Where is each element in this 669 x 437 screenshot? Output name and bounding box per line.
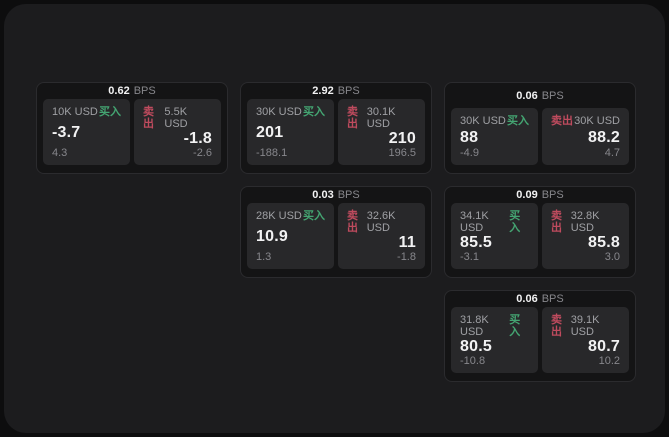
sell-size: 32.6K USD [366,210,396,234]
quote-body: 10K USD 买入 -3.7 4.3 卖出 5.5K USD -1.8 -2.… [43,99,221,165]
bps-unit-label: BPS [133,85,156,97]
bps-header: 0.06 BPS [451,83,629,108]
bps-value: 0.09 [516,189,538,201]
sell-delta: -1.8 [397,251,416,263]
bps-value: 0.06 [516,293,538,305]
buy-size: 31.8K USD [460,314,489,338]
quote-card: 0.62 BPS 10K USD 买入 -3.7 4.3 卖出 5.5K USD [36,82,228,174]
sell-tile[interactable]: 卖出 5.5K USD -1.8 -2.6 [134,99,221,165]
sell-size: 39.1K USD [570,314,600,338]
buy-price: 10.9 [256,228,288,245]
buy-tile[interactable]: 30K USD 买入 201 -188.1 [247,99,334,165]
sell-tile[interactable]: 卖出 30K USD 88.2 4.7 [542,108,629,165]
buy-tile[interactable]: 34.1K USD 买入 85.5 -3.1 [451,203,538,269]
buy-price: 88 [460,128,479,146]
sell-price: 11 [398,234,416,251]
app-window: 0.62 BPS 10K USD 买入 -3.7 4.3 卖出 5.5K USD [4,4,665,433]
sell-price: 85.8 [588,234,620,251]
buy-size: 28K USD [256,210,302,222]
buy-tag: 买入 [509,210,521,234]
sell-size: 32.8K USD [570,210,600,234]
bps-unit-label: BPS [337,189,360,201]
sell-tile[interactable]: 卖出 39.1K USD 80.7 10.2 [542,307,629,373]
quote-card: 0.03 BPS 28K USD 买入 10.9 1.3 卖出 32.6K US… [240,186,432,278]
buy-tag: 买入 [509,314,521,338]
buy-delta: -3.1 [460,251,479,263]
buy-delta: -10.8 [460,355,486,367]
buy-tile[interactable]: 30K USD 买入 88 -4.9 [451,108,538,165]
quote-body: 34.1K USD 买入 85.5 -3.1 卖出 32.8K USD 85.8… [451,203,629,269]
buy-tag: 买入 [303,210,325,222]
buy-size: 30K USD [460,115,506,127]
bps-header: 2.92 BPS [247,83,425,99]
buy-price: -3.7 [52,124,81,141]
buy-delta: -4.9 [460,147,479,159]
quote-card: 0.09 BPS 34.1K USD 买入 85.5 -3.1 卖出 32.8K… [444,186,636,278]
quote-card: 0.06 BPS 30K USD 买入 88 -4.9 卖出 30K USD [444,82,636,174]
buy-size: 34.1K USD [460,210,489,234]
buy-delta: 4.3 [52,147,68,159]
sell-tag: 卖出 [347,210,358,234]
sell-delta: 196.5 [388,147,416,159]
quote-card: 2.92 BPS 30K USD 买入 201 -188.1 卖出 30.1K … [240,82,432,174]
sell-tile[interactable]: 卖出 30.1K USD 210 196.5 [338,99,425,165]
buy-tag: 买入 [303,106,325,118]
sell-tile[interactable]: 卖出 32.8K USD 85.8 3.0 [542,203,629,269]
buy-tile[interactable]: 31.8K USD 买入 80.5 -10.8 [451,307,538,373]
sell-delta: 4.7 [604,147,620,159]
quote-body: 30K USD 买入 88 -4.9 卖出 30K USD 88.2 4.7 [451,108,629,165]
bps-value: 0.03 [312,189,334,201]
sell-delta: 10.2 [598,355,620,367]
bps-unit-label: BPS [337,85,360,97]
sell-tag: 卖出 [347,106,358,130]
sell-price: 88.2 [588,128,620,146]
sell-tag: 卖出 [143,106,154,130]
bps-header: 0.03 BPS [247,187,425,203]
sell-price: 210 [388,130,416,147]
sell-size: 30.1K USD [366,106,396,130]
sell-size: 5.5K USD [164,106,188,130]
sell-delta: -2.6 [193,147,212,159]
bps-header: 0.62 BPS [43,83,221,99]
buy-tag: 买入 [99,106,121,118]
buy-price: 201 [256,124,284,141]
quote-card: 0.06 BPS 31.8K USD 买入 80.5 -10.8 卖出 39.1… [444,290,636,382]
sell-price: 80.7 [588,338,620,355]
bps-value: 2.92 [312,85,334,97]
sell-tag: 卖出 [551,115,573,127]
sell-size: 30K USD [574,115,620,127]
sell-price: -1.8 [183,130,212,147]
sell-tile[interactable]: 卖出 32.6K USD 11 -1.8 [338,203,425,269]
buy-delta: 1.3 [256,251,272,263]
bps-header: 0.06 BPS [451,291,629,307]
sell-delta: 3.0 [604,251,620,263]
bps-unit-label: BPS [541,89,564,102]
bps-unit-label: BPS [541,293,564,305]
buy-tag: 买入 [507,115,529,127]
buy-price: 80.5 [460,338,492,355]
bps-header: 0.09 BPS [451,187,629,203]
bps-value: 0.62 [108,85,130,97]
buy-tile[interactable]: 10K USD 买入 -3.7 4.3 [43,99,130,165]
quote-body: 30K USD 买入 201 -188.1 卖出 30.1K USD 210 1… [247,99,425,165]
buy-size: 30K USD [256,106,302,118]
bps-unit-label: BPS [541,189,564,201]
quote-body: 31.8K USD 买入 80.5 -10.8 卖出 39.1K USD 80.… [451,307,629,373]
buy-size: 10K USD [52,106,98,118]
buy-tile[interactable]: 28K USD 买入 10.9 1.3 [247,203,334,269]
sell-tag: 卖出 [551,210,562,234]
sell-tag: 卖出 [551,314,562,338]
buy-price: 85.5 [460,234,492,251]
quote-body: 28K USD 买入 10.9 1.3 卖出 32.6K USD 11 -1.8 [247,203,425,269]
bps-value: 0.06 [516,89,538,102]
buy-delta: -188.1 [256,147,288,159]
